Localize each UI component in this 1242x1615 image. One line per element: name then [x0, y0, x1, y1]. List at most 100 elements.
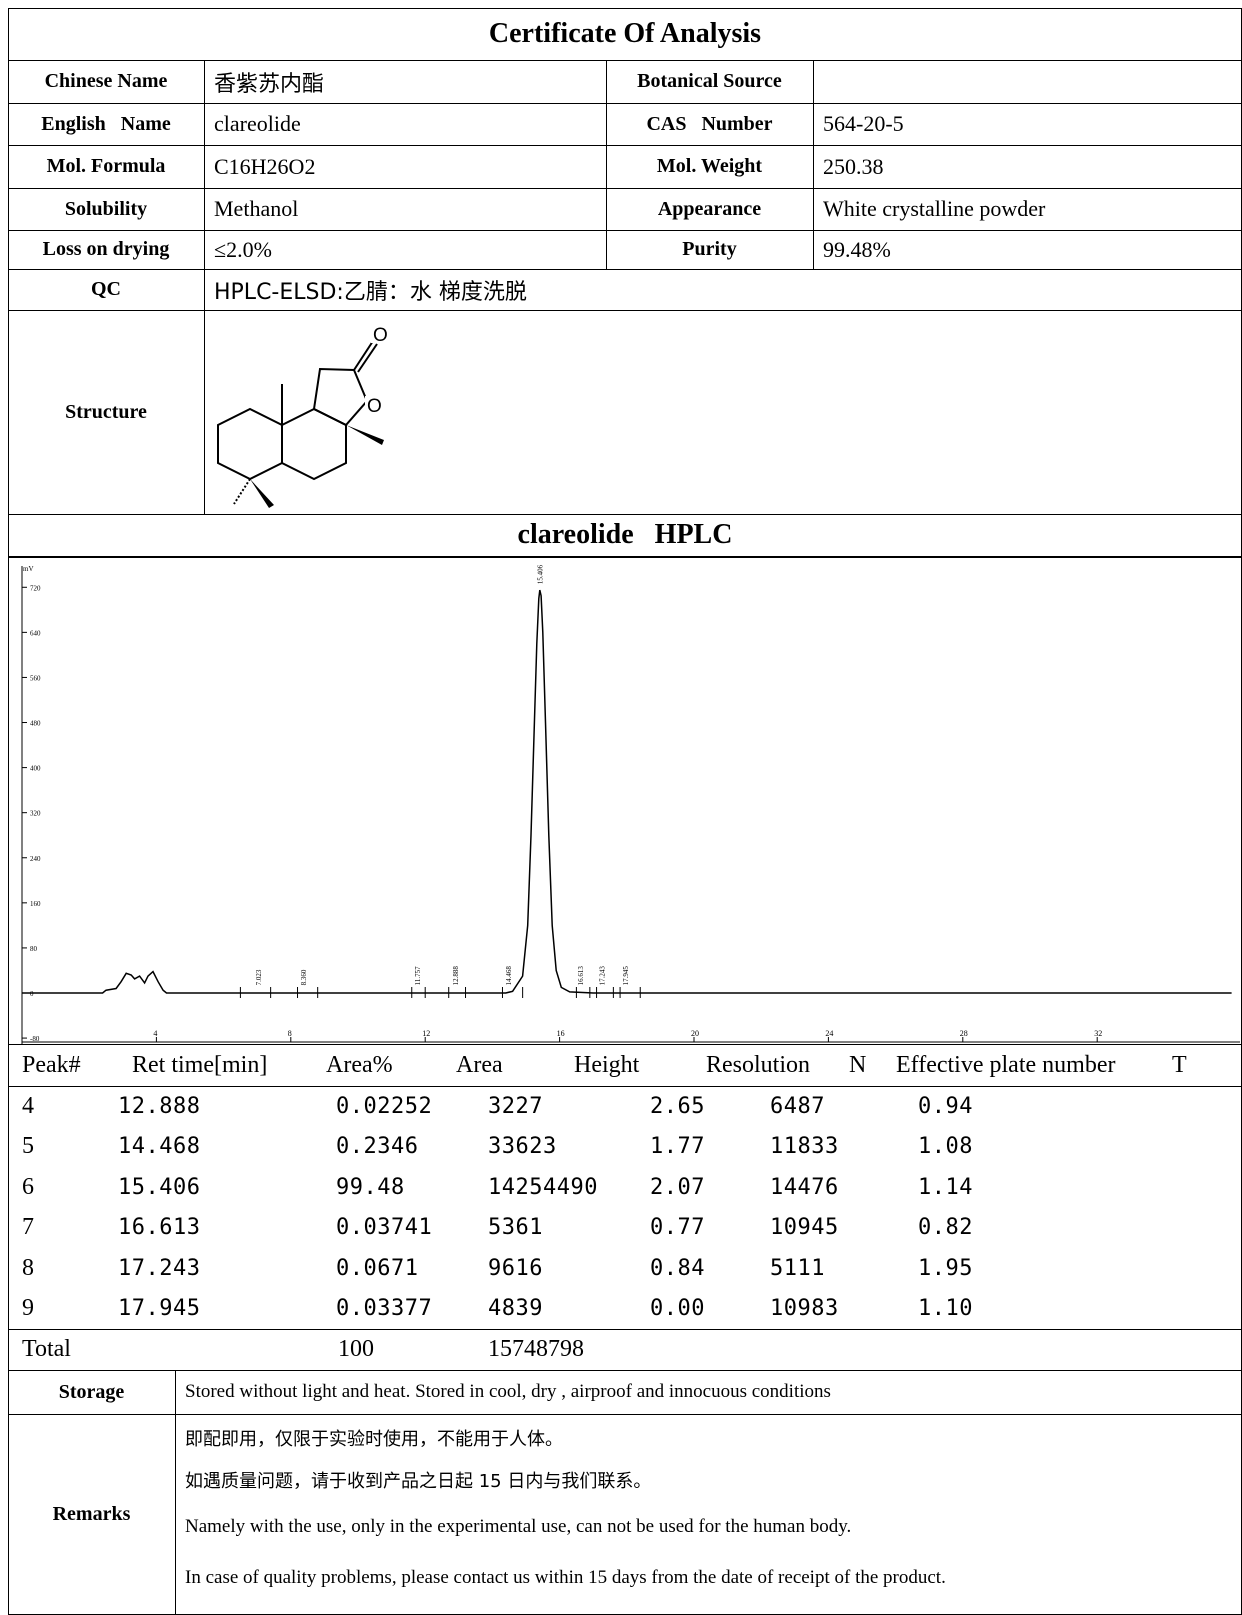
chromatogram-trace — [22, 589, 1232, 994]
y-tick-label: 400 — [30, 765, 41, 773]
peak-table-cell: 6487 — [770, 1093, 825, 1119]
remarks-line-en-1: Namely with the use, only in the experim… — [185, 1516, 852, 1537]
qc-value: HPLC-ELSD:乙腈：水 梯度洗脱 — [214, 279, 527, 305]
x-tick-label: 16 — [557, 1029, 565, 1038]
ring-oxygen-atom: O — [367, 396, 382, 417]
peak-table-cell: 99.48 — [336, 1174, 405, 1200]
peak-label: 11.757 — [414, 966, 422, 985]
rule — [8, 1370, 1242, 1371]
appearance-label: Appearance — [657, 197, 762, 220]
y-tick-label: 640 — [30, 629, 41, 637]
peak-table-cell: 17.243 — [118, 1255, 201, 1281]
botanical-source-value — [813, 60, 1242, 103]
total-area-pct: 100 — [338, 1336, 374, 1362]
total-area: 15748798 — [488, 1336, 584, 1362]
rule — [8, 556, 1242, 558]
x-tick-label: 4 — [153, 1029, 157, 1038]
rule — [8, 1086, 1242, 1087]
peak-table-cell: 14.468 — [118, 1134, 201, 1159]
peak-table-cell: 5 — [22, 1133, 34, 1159]
peak-table-cell: 10945 — [770, 1215, 839, 1240]
remarks-label: Remarks — [52, 1502, 131, 1525]
peak-table-cell: 0.0671 — [336, 1255, 419, 1281]
remarks-line-cn-2: 如遇质量问题，请于收到产品之日起 15 日内与我们联系。 — [185, 1471, 652, 1492]
rule — [175, 1370, 176, 1614]
peak-table-cell: 14476 — [770, 1174, 839, 1200]
mol-formula-label: Mol. Formula — [46, 155, 166, 177]
rule — [606, 60, 607, 269]
peak-table-cell: 4839 — [488, 1296, 543, 1321]
peak-table-header-cell: T — [1172, 1051, 1187, 1078]
peak-table-header-cell: Effective plate number — [896, 1051, 1116, 1078]
peak-table-header-cell: Resolution — [706, 1051, 811, 1078]
methyl-bond — [233, 478, 251, 505]
peak-table-cell: 1.77 — [650, 1134, 705, 1159]
y-tick-label: -80 — [30, 1035, 40, 1043]
peak-table-cell: 0.94 — [918, 1093, 973, 1119]
rule — [8, 103, 1242, 104]
rule — [8, 8, 9, 1615]
peak-table-cell: 9616 — [488, 1255, 543, 1281]
peak-label: 14.468 — [505, 966, 513, 986]
peak-table-cell: 10983 — [770, 1296, 839, 1321]
x-tick-label: 12 — [422, 1029, 430, 1038]
remarks-line-en-2: In case of quality problems, please cont… — [185, 1567, 946, 1588]
peak-table-cell: 12.888 — [118, 1093, 201, 1119]
y-tick-label: 480 — [30, 720, 41, 728]
botanical-source-label: Botanical Source — [637, 70, 782, 92]
y-tick-label: 320 — [30, 810, 41, 818]
peak-table-cell: 16.613 — [118, 1215, 201, 1240]
storage-label: Storage — [58, 1380, 125, 1403]
rule — [813, 60, 814, 269]
peak-table-cell: 1.95 — [918, 1255, 973, 1281]
peak-table-cell: 1.08 — [918, 1134, 973, 1159]
solubility-value: Methanol — [214, 196, 299, 221]
carbonyl-bond — [353, 340, 374, 371]
qc-label: QC — [91, 278, 121, 300]
rule — [8, 8, 1242, 9]
y-tick-label: 0 — [30, 990, 34, 998]
ring-a — [217, 407, 283, 481]
appearance-value: White crystalline powder — [823, 196, 1046, 221]
document-title: Certificate Of Analysis — [488, 18, 762, 49]
rule — [8, 60, 1242, 61]
peak-table-header-cell: Peak# — [22, 1051, 81, 1078]
peak-label: 16.613 — [577, 966, 585, 986]
x-tick-label: 24 — [825, 1029, 833, 1038]
peak-label: 8.360 — [300, 969, 308, 985]
x-tick-label: 32 — [1094, 1029, 1102, 1038]
peak-table-cell: 15.406 — [118, 1174, 201, 1200]
peak-table-cell: 5361 — [488, 1215, 543, 1240]
peak-table-cell: 7 — [22, 1214, 34, 1240]
loss-on-drying-value: ≤2.0% — [214, 236, 272, 262]
rule — [8, 230, 1242, 231]
peak-table-cell: 14254490 — [488, 1174, 598, 1200]
peak-table-cell: 0.03377 — [336, 1296, 433, 1321]
mol-weight-value: 250.38 — [823, 153, 884, 179]
peak-table-cell: 0.77 — [650, 1215, 705, 1240]
peak-table-cell: 3227 — [488, 1093, 543, 1119]
english-name-value: clareolide — [214, 111, 301, 136]
peak-table-header-cell: N — [849, 1051, 867, 1078]
y-tick-label: 720 — [30, 584, 41, 592]
peak-table-cell: 0.00 — [650, 1296, 705, 1321]
clareolide-structure-diagram: O O — [217, 325, 388, 508]
peak-label: 15.406 — [537, 564, 545, 584]
carbonyl-oxygen-atom: O — [373, 325, 388, 346]
lactone-ring — [312, 367, 369, 427]
carbonyl-bond — [357, 343, 378, 373]
peak-table-cell: 11833 — [770, 1134, 839, 1159]
cas-number-value: 564-20-5 — [823, 111, 904, 136]
peak-table-cell: 1.14 — [918, 1174, 973, 1200]
peak-table-cell: 6 — [22, 1173, 34, 1200]
rule — [8, 1329, 1242, 1330]
y-tick-label: 560 — [30, 674, 41, 682]
hplc-title: clareolide HPLC — [517, 519, 733, 550]
purity-label: Purity — [682, 238, 737, 260]
y-tick-label: 80 — [30, 945, 38, 953]
y-tick-label: 240 — [30, 855, 41, 863]
rule — [204, 60, 205, 514]
peak-table-cell: 4 — [22, 1092, 34, 1119]
peak-table-header-cell: Area% — [326, 1051, 393, 1078]
peak-table-cell: 0.82 — [918, 1215, 973, 1240]
